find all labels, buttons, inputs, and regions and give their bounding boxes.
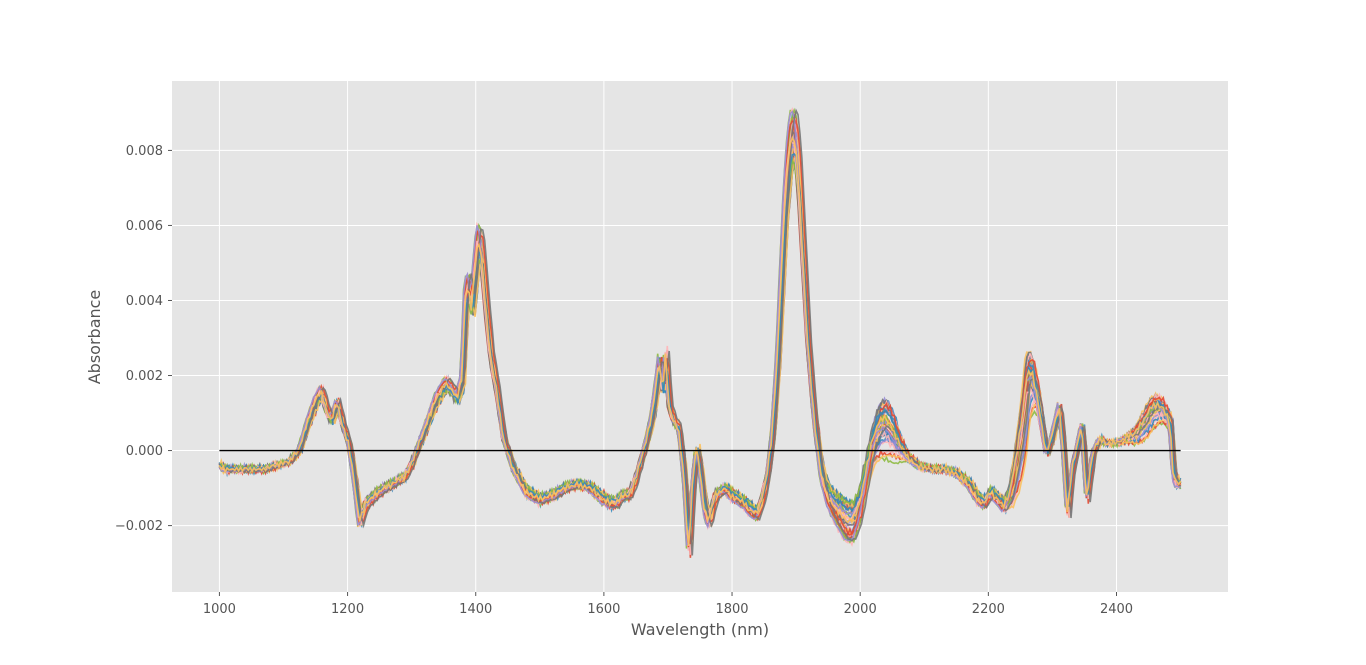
x-tick-label: 2200 xyxy=(972,602,1005,617)
y-axis-label: Absorbance xyxy=(85,290,104,385)
x-tick-label: 1000 xyxy=(203,602,236,617)
y-tick-label: 0.002 xyxy=(126,369,163,384)
y-tick-label: 0.000 xyxy=(126,444,163,459)
spectrum-line xyxy=(218,108,1182,556)
x-tick-label: 1800 xyxy=(715,602,748,617)
y-tick-label: 0.008 xyxy=(126,144,163,159)
y-tick-label: 0.004 xyxy=(126,294,163,309)
x-tick-label: 2400 xyxy=(1100,602,1133,617)
x-axis-label: Wavelength (nm) xyxy=(631,620,769,639)
y-tick-label: −0.002 xyxy=(115,519,163,534)
spectrum-line xyxy=(218,135,1182,546)
x-tick-label: 1600 xyxy=(587,602,620,617)
y-axis-ticks: −0.002 0.000 0.002 0.004 0.006 0.008 xyxy=(115,144,172,534)
x-axis-ticks: 1000 1200 1400 1600 1800 2000 2200 2400 xyxy=(203,592,1133,617)
x-tick-label: 1400 xyxy=(459,602,492,617)
y-tick-label: 0.006 xyxy=(126,219,163,234)
x-tick-label: 1200 xyxy=(331,602,364,617)
x-tick-label: 2000 xyxy=(844,602,877,617)
